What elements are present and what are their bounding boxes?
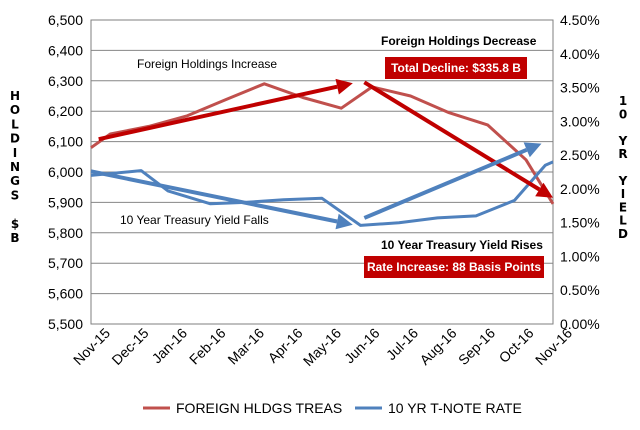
right-axis-label-letter: Y [618, 134, 628, 148]
right-tick-label: 3.00% [560, 113, 600, 129]
legend: FOREIGN HLDGS TREAS 10 YR T-NOTE RATE [143, 400, 522, 416]
annotation-yield-rises: 10 Year Treasury Yield Rises [381, 238, 543, 252]
right-axis-ticks: 0.00% 0.50% 1.00% 1.50% 2.00% 2.50% 3.00% 3.50%… [560, 12, 600, 332]
legend-label-foreign: FOREIGN HLDGS TREAS [176, 400, 342, 416]
left-tick-label: 5,700 [48, 255, 83, 271]
trend-arrow-head [535, 182, 553, 198]
left-axis-label-letter: G [10, 174, 20, 188]
left-axis-label-letter: B [10, 231, 19, 245]
left-axis-ticks: 5,500 5,600 5,700 5,800 5,900 6,000 6,100 6,200… [48, 12, 83, 332]
trend-arrow [363, 80, 541, 192]
left-tick-label: 6,200 [48, 103, 83, 119]
left-axis-label-letter: I [13, 146, 17, 160]
left-tick-label: 6,500 [48, 12, 83, 28]
left-axis-label-letter: $ [11, 217, 19, 231]
annotation-foreign-increase: Foreign Holdings Increase [137, 57, 277, 71]
trend-arrow [90, 169, 338, 224]
left-axis-label-letter: L [11, 117, 19, 131]
right-tick-label: 0.00% [560, 316, 600, 332]
right-axis-label-letter: I [621, 187, 625, 201]
rate-increase-box [364, 256, 544, 278]
left-axis-label-letter: N [10, 160, 20, 174]
right-tick-label: 3.50% [560, 80, 600, 96]
right-tick-label: 2.00% [560, 181, 600, 197]
trend-arrow [363, 147, 528, 220]
trend-arrow-head [523, 142, 542, 158]
right-tick-label: 1.00% [560, 248, 600, 264]
trend-arrow [98, 84, 338, 142]
annotation-foreign-decrease: Foreign Holdings Decrease [381, 34, 537, 48]
series-lines [90, 82, 555, 227]
left-tick-label: 5,500 [48, 316, 83, 332]
left-axis-label-letter: O [10, 103, 20, 117]
right-tick-label: 0.50% [560, 282, 600, 298]
left-tick-label: 6,000 [48, 164, 83, 180]
left-axis-label-letter: H [10, 89, 20, 103]
legend-label-rate: 10 YR T-NOTE RATE [388, 400, 522, 416]
trend-arrows [90, 78, 553, 230]
right-axis-label-letter: Y [618, 174, 628, 188]
series-line-10yr-rate [90, 160, 554, 227]
right-tick-label: 4.50% [560, 12, 600, 28]
left-tick-label: 6,400 [48, 42, 83, 58]
right-axis-label-letter: 0 [619, 107, 627, 121]
left-tick-label: 5,800 [48, 225, 83, 241]
trend-arrow-head [335, 213, 353, 230]
trend-arrow-head [335, 78, 353, 95]
total-decline-box [385, 57, 527, 79]
left-axis-label-letter: D [10, 132, 20, 146]
left-tick-label: 5,900 [48, 194, 83, 210]
left-tick-label: 5,600 [48, 286, 83, 302]
right-tick-label: 2.50% [560, 147, 600, 163]
series-line-foreign-holdings [90, 82, 555, 205]
left-tick-label: 6,300 [48, 73, 83, 89]
annotation-yield-falls: 10 Year Treasury Yield Falls [120, 213, 269, 227]
right-tick-label: 4.00% [560, 46, 600, 62]
right-axis-label-letter: D [618, 227, 628, 241]
right-axis-label-letter: E [619, 200, 627, 214]
annotation-total-decline: Total Decline: $335.8 B [391, 61, 521, 75]
left-tick-label: 6,100 [48, 134, 83, 150]
right-axis-label-letter: L [619, 214, 627, 228]
right-axis-label-letter: 1 [619, 94, 627, 108]
annotation-rate-increase: Rate Increase: 88 Basis Points [367, 260, 541, 274]
right-tick-label: 1.50% [560, 215, 600, 231]
left-axis-label-letter: S [11, 188, 20, 202]
right-axis-label-letter: R [618, 147, 627, 161]
